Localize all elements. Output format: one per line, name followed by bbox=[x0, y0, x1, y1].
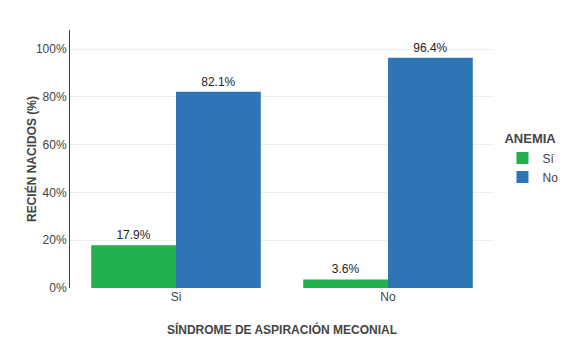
svg-text:3.6%: 3.6% bbox=[332, 262, 360, 276]
svg-text:SÍNDROME DE ASPIRACIÓN MECONIA: SÍNDROME DE ASPIRACIÓN MECONIAL bbox=[167, 322, 397, 337]
svg-text:No: No bbox=[542, 171, 558, 185]
svg-text:0%: 0% bbox=[49, 281, 67, 295]
svg-text:100%: 100% bbox=[36, 42, 67, 56]
svg-text:40%: 40% bbox=[43, 186, 67, 200]
svg-text:RECIÉN NACIDOS (%): RECIÉN NACIDOS (%) bbox=[24, 96, 39, 222]
svg-text:No: No bbox=[380, 290, 396, 304]
svg-text:Si: Si bbox=[171, 290, 182, 304]
svg-text:Sí: Sí bbox=[542, 152, 554, 166]
svg-text:ANEMIA: ANEMIA bbox=[504, 131, 556, 146]
svg-text:80%: 80% bbox=[43, 90, 67, 104]
svg-text:20%: 20% bbox=[43, 233, 67, 247]
svg-text:17.9%: 17.9% bbox=[116, 228, 150, 242]
svg-text:60%: 60% bbox=[43, 138, 67, 152]
svg-text:82.1%: 82.1% bbox=[201, 75, 235, 89]
svg-text:96.4%: 96.4% bbox=[413, 41, 447, 55]
